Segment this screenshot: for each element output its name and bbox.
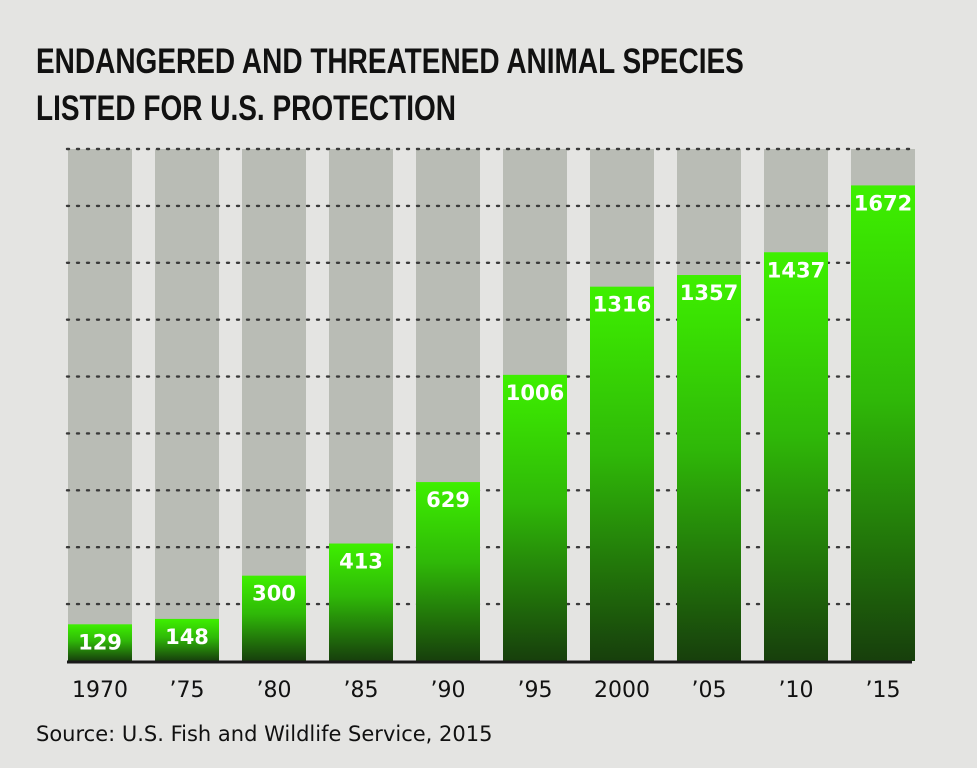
bar-value-label: 1437 <box>767 258 825 282</box>
x-tick-label: ’15 <box>866 678 901 703</box>
bar-value-label: 1006 <box>506 381 564 405</box>
chart-title: ENDANGERED AND THREATENED ANIMAL SPECIES… <box>36 38 956 132</box>
x-tick-label: ’90 <box>431 678 466 703</box>
bar-group <box>68 185 915 662</box>
bar-value-label: 629 <box>426 488 470 512</box>
bar <box>155 618 219 661</box>
x-tick-label: ’85 <box>344 678 379 703</box>
bar <box>329 543 393 661</box>
bar <box>503 374 567 661</box>
x-tick-label: ’75 <box>170 678 205 703</box>
bar-value-label: 1672 <box>854 191 912 215</box>
bar-value-label: 129 <box>78 630 122 654</box>
gridline-group <box>65 147 914 606</box>
x-tick-label: ’95 <box>518 678 553 703</box>
chart-title-line-2: LISTED FOR U.S. PROTECTION <box>36 89 457 128</box>
bar <box>416 482 480 661</box>
x-tick-label-group: 1970 ’75 ’80 ’85 ’90 ’95 2000 ’05 ’10 ’15 <box>72 678 901 703</box>
bar-value-label: 1357 <box>680 281 738 305</box>
bar-track <box>155 149 219 661</box>
x-tick-label: ’10 <box>779 678 814 703</box>
chart-title-line-1: ENDANGERED AND THREATENED ANIMAL SPECIES <box>36 42 744 81</box>
bar-track <box>68 149 132 661</box>
bar <box>242 575 306 661</box>
bar <box>851 185 915 662</box>
bar-value-label: 413 <box>339 550 383 574</box>
bar <box>590 286 654 661</box>
bar <box>764 252 828 661</box>
x-tick-label: 1970 <box>72 678 128 703</box>
bar-value-label: 1316 <box>593 293 651 317</box>
bar-value-label: 300 <box>252 582 296 606</box>
source-note: Source: U.S. Fish and Wildlife Service, … <box>36 722 493 746</box>
bar <box>68 624 132 661</box>
x-tick-label: ’80 <box>257 678 292 703</box>
data-label-group: 129 148 300 413 629 1006 1316 1357 1437 1672 <box>78 191 912 654</box>
bar-value-label: 148 <box>165 625 209 649</box>
x-tick-label: 2000 <box>594 678 650 703</box>
x-tick-label: ’05 <box>692 678 727 703</box>
bar <box>677 275 741 661</box>
